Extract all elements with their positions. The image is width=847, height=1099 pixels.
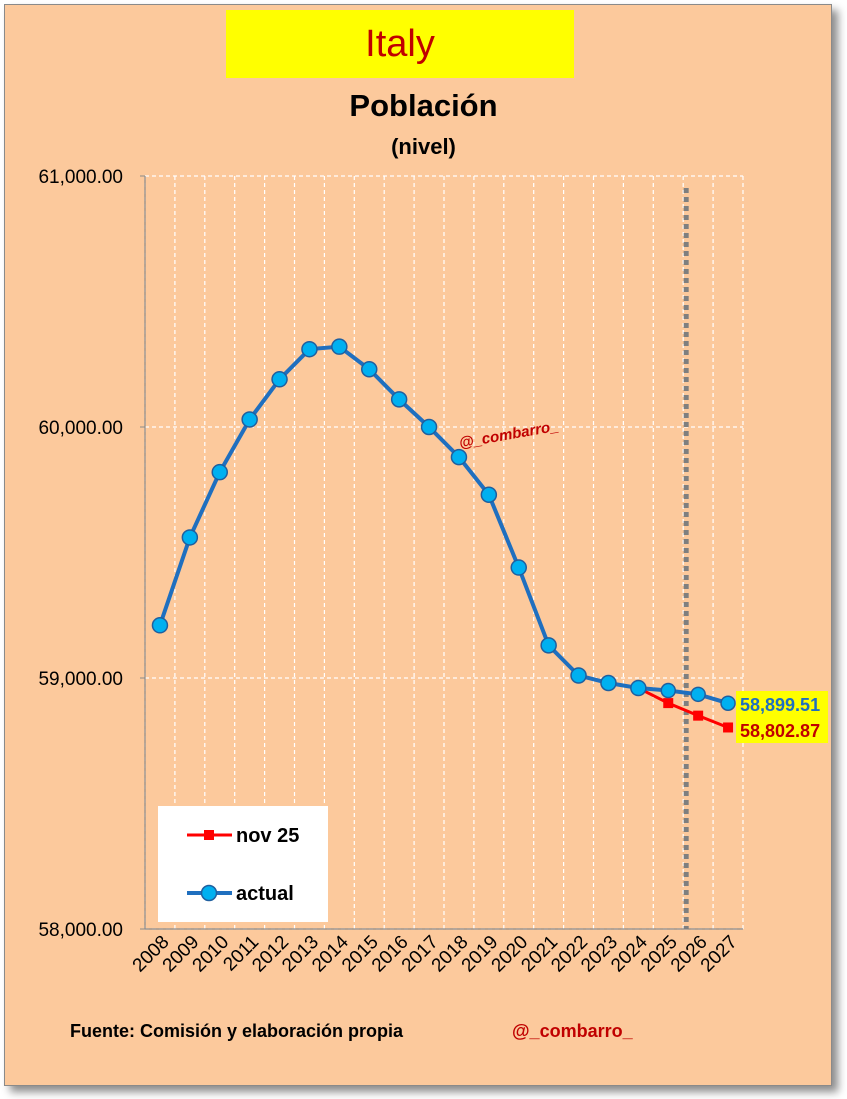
point-nov-25 xyxy=(723,722,734,733)
point-actual xyxy=(331,338,348,355)
legend-label-actual: actual xyxy=(236,883,294,905)
end-label-nov-25: 58,802.87 xyxy=(740,721,820,741)
point-actual xyxy=(241,411,258,428)
end-label-actual-box xyxy=(736,691,828,717)
footer-source: Fuente: Comisión y elaboración propia xyxy=(70,1021,404,1041)
point-actual xyxy=(570,667,587,684)
point-actual xyxy=(211,463,228,481)
point-actual xyxy=(720,695,736,711)
y-tick-label: 60,000.00 xyxy=(38,418,123,439)
point-actual xyxy=(390,391,408,408)
point-actual xyxy=(600,674,617,692)
point-actual xyxy=(420,418,438,436)
country-name: Italy xyxy=(365,22,435,65)
point-actual xyxy=(690,686,706,703)
point-actual xyxy=(540,637,557,654)
point-actual xyxy=(510,559,527,576)
point-actual xyxy=(361,361,378,378)
point-nov-25 xyxy=(663,698,674,709)
end-label-actual: 58,899.51 xyxy=(740,695,820,715)
point-actual xyxy=(151,617,169,634)
point-actual xyxy=(480,486,498,504)
point-actual xyxy=(630,679,647,697)
point-actual xyxy=(450,448,468,466)
watermark: @_combarro_ xyxy=(458,418,560,452)
legend-label-nov-25: nov 25 xyxy=(236,825,299,847)
chart-title: Población xyxy=(349,88,498,123)
point-nov-25 xyxy=(693,710,704,721)
end-label-nov-25-box xyxy=(736,717,828,743)
point-actual xyxy=(660,682,676,699)
point-actual xyxy=(301,340,318,358)
chart-frame xyxy=(4,4,832,1086)
country-banner: Italy xyxy=(226,10,574,78)
legend-marker-nov-25 xyxy=(204,830,214,840)
y-tick-label: 61,000.00 xyxy=(38,167,123,188)
chart-subtitle: (nivel) xyxy=(391,134,456,159)
legend xyxy=(158,806,328,922)
y-tick-label: 58,000.00 xyxy=(38,920,123,941)
footer-handle: @_combarro_ xyxy=(512,1021,633,1041)
y-tick-label: 59,000.00 xyxy=(38,669,123,690)
point-actual xyxy=(271,371,288,388)
point-actual xyxy=(181,529,199,546)
legend-marker-actual xyxy=(200,884,218,902)
